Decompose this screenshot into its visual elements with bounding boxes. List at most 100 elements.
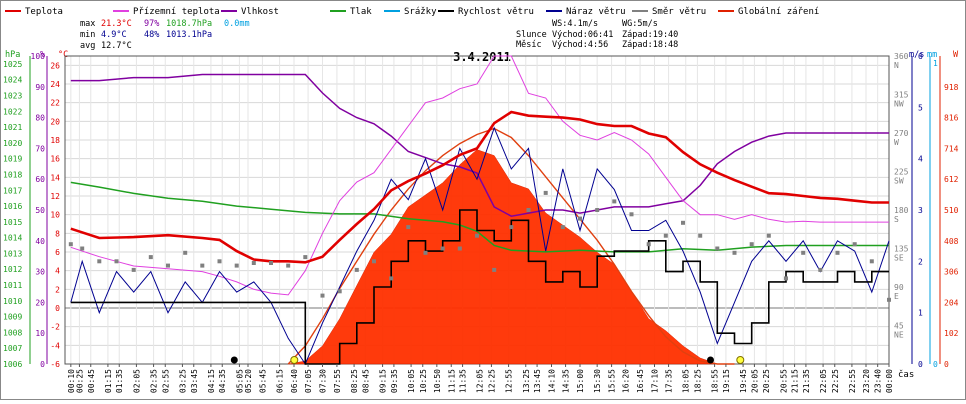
tick-label-hpa: 1015 <box>3 218 22 227</box>
tick-label-ms: 4 <box>918 155 923 164</box>
point-smer-vetru <box>269 261 273 265</box>
x-tick-label: 02:05 <box>132 369 141 393</box>
tick-label-wm2: 510 <box>944 206 959 215</box>
tick-label-pct: 90 <box>35 83 45 92</box>
tick-label-temp: 2 <box>55 285 60 294</box>
stat-max-temp: 21.3°C <box>101 19 132 29</box>
stat-avg-temp: 12.7°C <box>101 41 132 51</box>
x-axis-label: čas <box>898 369 914 380</box>
point-smer-vetru <box>320 293 325 298</box>
tick-label-dir-compass: SE <box>894 254 904 263</box>
axis-unit-ms: m/s <box>909 50 924 60</box>
x-tick-label: 11:35 <box>459 369 468 393</box>
tick-label-hpa: 1006 <box>3 360 22 369</box>
tick-label-wm2: 0 <box>944 360 949 369</box>
x-tick-label: 15:00 <box>576 369 585 393</box>
point-smer-vetru <box>440 246 445 251</box>
x-tick-label: 02:55 <box>161 369 170 393</box>
x-tick-label: 10:05 <box>407 369 416 393</box>
tick-label-hpa: 1022 <box>3 107 22 116</box>
tick-label-hpa: 1011 <box>3 281 22 290</box>
axis-unit-wm2: W <box>953 50 959 60</box>
x-tick-label: 03:45 <box>190 369 199 393</box>
point-smer-vetru <box>784 276 788 281</box>
tick-label-hpa: 1024 <box>3 76 22 85</box>
point-smer-vetru <box>131 267 136 272</box>
x-tick-label: 10:25 <box>419 369 428 393</box>
x-tick-label: 14:35 <box>562 369 571 393</box>
tick-label-temp: 6 <box>55 248 60 257</box>
tick-label-temp: 18 <box>50 136 60 145</box>
point-smer-vetru <box>732 250 737 255</box>
moonrise-marker <box>230 356 238 364</box>
axes: 26242220181614121086420-2-4-610251024102… <box>3 52 959 369</box>
x-tick-label: 15:30 <box>593 369 602 393</box>
point-smer-vetru <box>68 242 73 247</box>
x-tick-label: 13:45 <box>533 369 542 393</box>
wind-direction-points <box>68 190 891 364</box>
x-tick-label: 07:55 <box>333 369 342 393</box>
point-smer-vetru <box>217 259 222 264</box>
tick-label-temp: -6 <box>50 360 60 369</box>
point-smer-vetru <box>818 267 823 272</box>
chart-title: 3.4.2011 <box>453 50 511 64</box>
x-tick-label: 22:55 <box>848 369 857 393</box>
tick-label-dir-compass: N <box>894 61 899 70</box>
x-tick-label: 19:45 <box>739 369 748 393</box>
x-axis: 00:10 00:25 00:45 01:15 01:35 02:05 02:35 02:55… <box>67 364 894 393</box>
x-tick-label: 07:30 <box>319 369 328 393</box>
tick-label-hpa: 1007 <box>3 344 22 353</box>
x-tick-label: 00:10 <box>67 369 76 393</box>
legend-label-rychlost-vetru: Rychlost větru <box>458 7 534 17</box>
point-smer-vetru <box>372 259 376 264</box>
point-smer-vetru <box>354 267 359 272</box>
tick-label-pct: 10 <box>35 329 45 338</box>
x-tick-label: 20:25 <box>762 369 771 393</box>
tick-label-wm2: 306 <box>944 268 959 277</box>
x-tick-label: 01:15 <box>104 369 113 393</box>
tick-label-pct: 100 <box>31 52 46 61</box>
stat-min-temp: 4.9°C <box>101 30 127 40</box>
tick-label-hpa: 1009 <box>3 313 22 322</box>
x-tick-label: 11:15 <box>447 369 456 393</box>
point-smer-vetru <box>766 233 771 238</box>
point-smer-vetru <box>578 216 582 221</box>
x-tick-label: 12:55 <box>505 369 514 393</box>
stat-max-press: 1018.7hPa <box>166 19 212 29</box>
tick-label-dir-compass: NE <box>894 331 904 340</box>
point-smer-vetru <box>801 250 806 255</box>
moon-rise: Východ:4:56 <box>552 40 608 50</box>
stat-max-rain: 0.0mm <box>224 19 250 29</box>
x-tick-label: 05:45 <box>258 369 267 393</box>
x-tick-label: 02:35 <box>150 369 159 393</box>
tick-label-pct: 60 <box>35 175 45 184</box>
tick-label-hpa: 1017 <box>3 186 22 195</box>
x-tick-label: 13:25 <box>522 369 531 393</box>
tick-label-temp: 8 <box>55 229 60 238</box>
tick-label-pct: 0 <box>40 360 45 369</box>
x-tick-label: 23:20 <box>862 369 871 393</box>
tick-label-ms: 5 <box>918 103 923 112</box>
x-tick-label: 16:45 <box>636 369 645 393</box>
tick-label-dir: 45 <box>894 322 904 331</box>
tick-label-dir-compass: S <box>894 215 899 224</box>
line-series <box>70 55 890 366</box>
tick-label-wm2: 816 <box>944 114 959 123</box>
x-tick-label: 09:35 <box>390 369 399 393</box>
legend: Teplota Přízemní teplota Vlhkost Tlak Sr… <box>5 7 819 17</box>
tick-label-temp: 22 <box>50 99 60 108</box>
point-smer-vetru <box>183 250 188 255</box>
x-tick-label: 03:25 <box>178 369 187 393</box>
stat-min-press: 1013.1hPa <box>166 30 212 40</box>
x-tick-label: 12:05 <box>476 369 485 393</box>
point-smer-vetru <box>681 220 685 225</box>
point-smer-vetru <box>646 242 651 247</box>
point-smer-vetru <box>887 297 891 302</box>
point-smer-vetru <box>286 263 291 268</box>
point-smer-vetru <box>80 246 85 251</box>
point-smer-vetru <box>97 259 102 264</box>
axis-units: hPa % °C m/s mm W <box>5 50 959 60</box>
x-tick-label: 05:05 <box>235 369 244 393</box>
x-tick-label: 21:35 <box>802 369 811 393</box>
series-line-rychlost-vetru <box>70 209 889 365</box>
